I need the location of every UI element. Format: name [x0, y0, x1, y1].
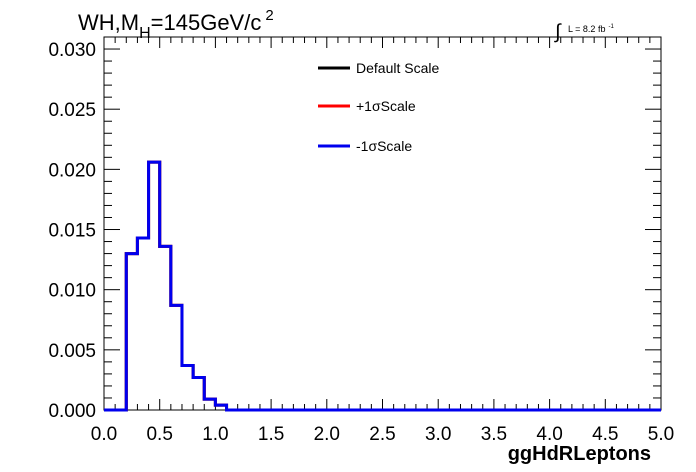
plot-frame [103, 36, 662, 411]
x-tick-label: 2.5 [369, 424, 395, 445]
histogram-series-2 [104, 160, 661, 412]
axis-ticks [103, 36, 662, 411]
y-tick-label: 0.030 [48, 40, 96, 61]
x-tick-label: 3.5 [481, 424, 507, 445]
y-tick-label: 0.025 [48, 100, 96, 121]
x-tick-label: 2.0 [314, 424, 340, 445]
x-tick-label: 4.5 [592, 424, 618, 445]
y-tick-label: 0.020 [48, 160, 96, 181]
y-tick-label: 0.005 [48, 341, 96, 362]
histogram-series-1 [104, 160, 661, 412]
y-tick-label: 0.015 [48, 221, 96, 242]
lumi-superscript: -1 [608, 24, 614, 30]
x-tick-label: 0.0 [91, 424, 117, 445]
title-superscript: 2 [265, 7, 273, 24]
y-tick-label: 0.010 [48, 281, 96, 302]
title-value: =145GeV/c [151, 10, 262, 35]
x-tick-label: 1.0 [202, 424, 228, 445]
y-tick-label: 0.000 [48, 401, 96, 422]
x-tick-label: 5.0 [648, 424, 674, 445]
lumi-integral-symbol: ∫ [554, 21, 562, 43]
legend: Default Scale +1σScale -1σScale [318, 60, 439, 154]
lumi-label: L = 8.2 fb -1 [568, 24, 614, 34]
legend-label: +1σScale [356, 98, 416, 114]
x-axis-label: ggHdRLeptons [508, 443, 651, 465]
x-tick-label: 0.5 [146, 424, 172, 445]
axis-tick-labels: 0.0 0.5 1.0 1.5 2.0 2.5 3.0 3.5 4.0 4.5 5.0 0.000 0.… [48, 40, 674, 445]
legend-label: Default Scale [356, 60, 439, 76]
histogram-series-0 [104, 160, 661, 412]
chart-title: WH,MH=145GeV/c 2 [78, 7, 274, 42]
title-subscript: H [139, 25, 151, 42]
lumi-text: L = 8.2 fb [568, 24, 605, 34]
x-tick-label: 1.5 [258, 424, 284, 445]
title-main: WH,M [78, 10, 139, 35]
histogram-series [104, 160, 661, 412]
x-tick-label: 3.0 [425, 424, 451, 445]
legend-label: -1σScale [356, 138, 412, 154]
x-tick-label: 4.0 [536, 424, 562, 445]
